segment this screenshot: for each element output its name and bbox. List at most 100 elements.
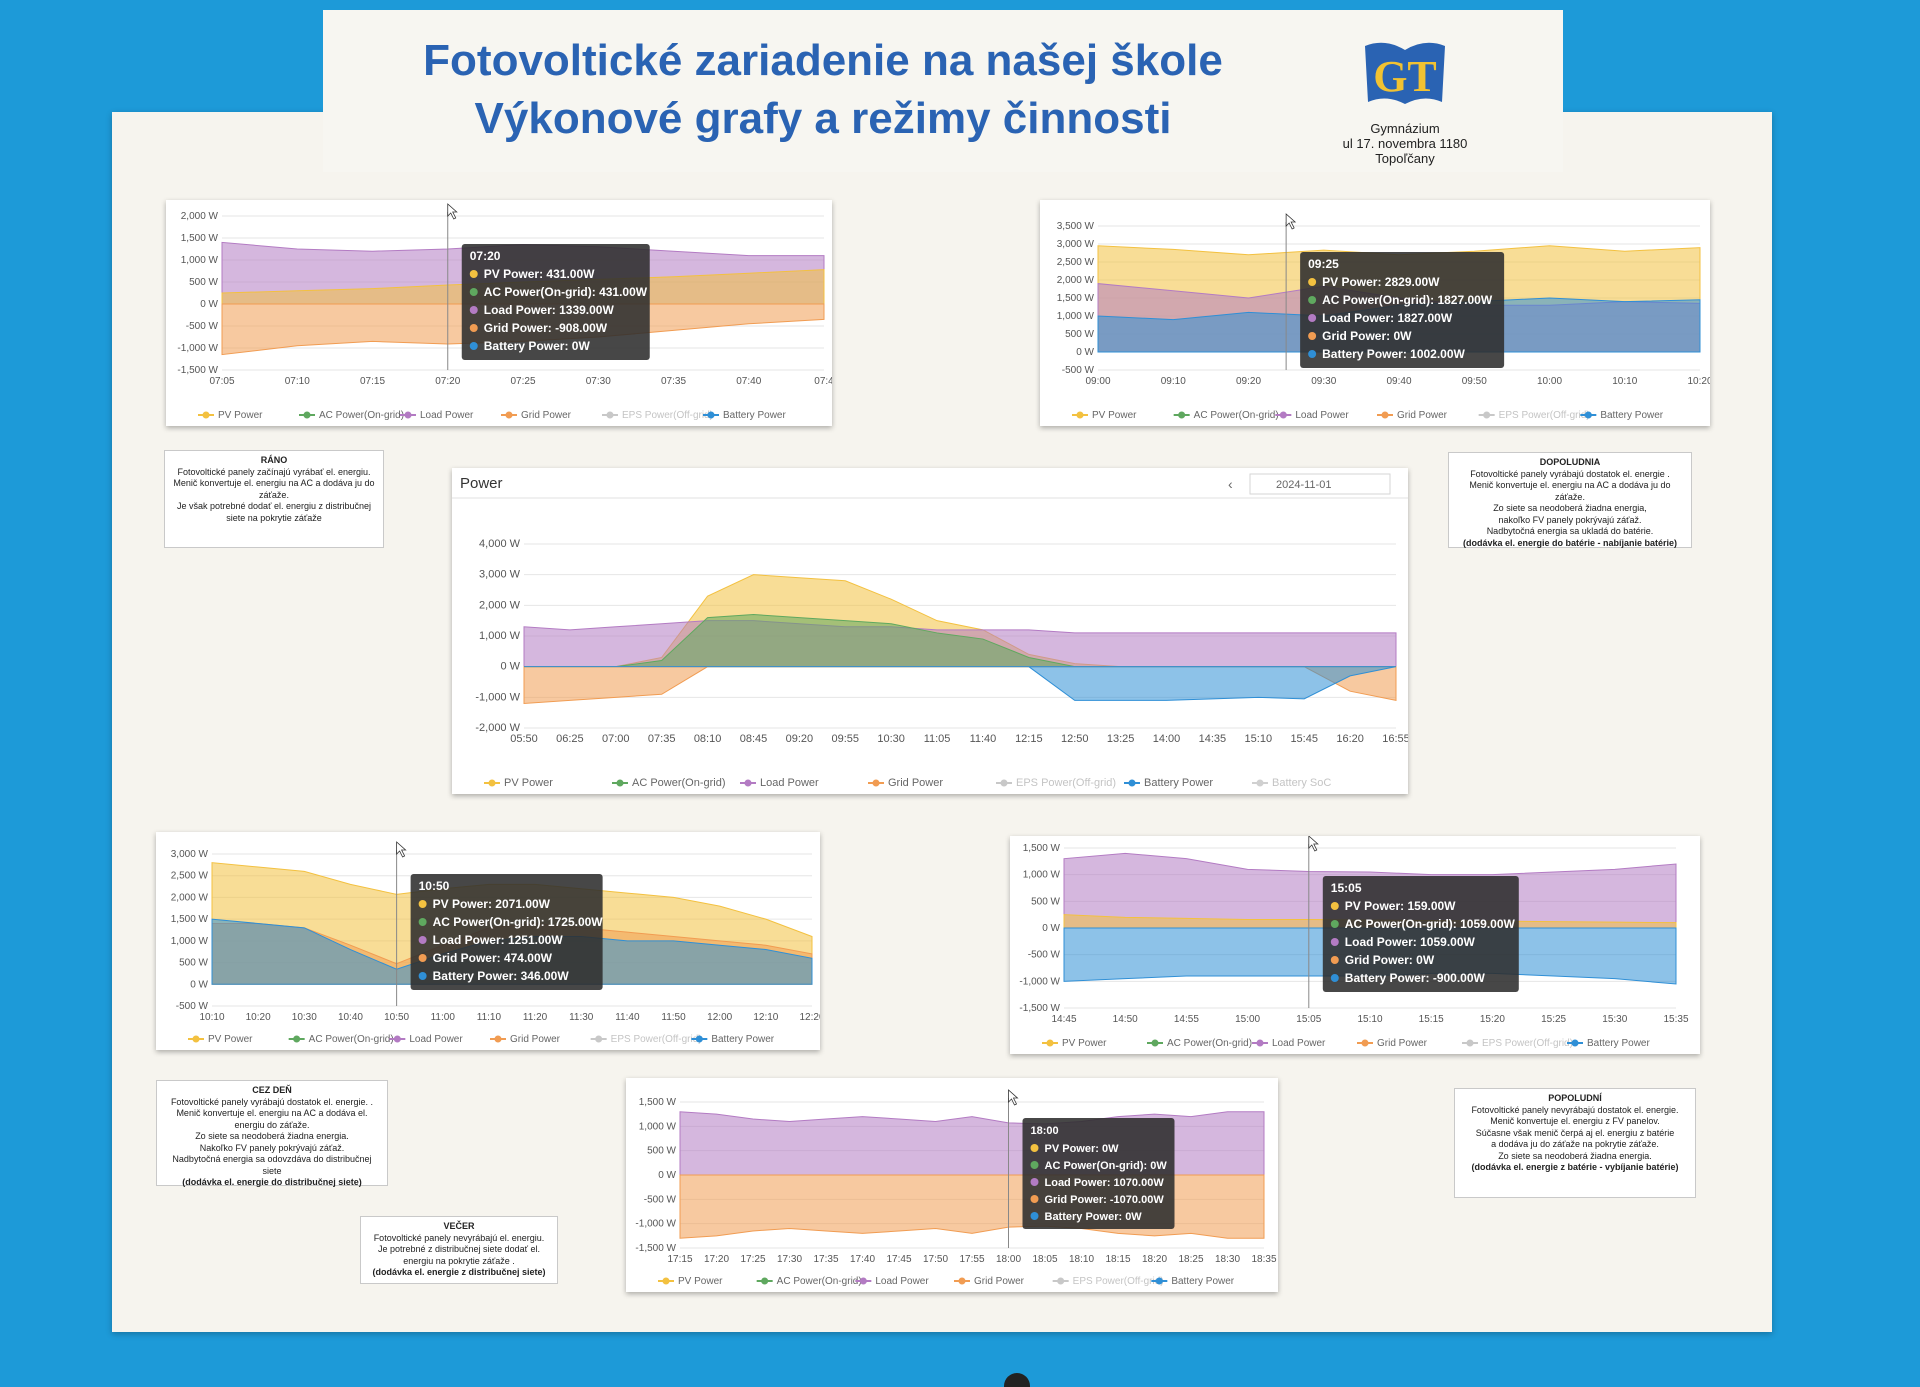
poster-title-line1: Fotovoltické zariadenie na našej škole bbox=[423, 36, 1223, 85]
x-tick-label: 11:05 bbox=[924, 733, 951, 745]
legend-entry[interactable]: Load Power bbox=[875, 1276, 929, 1287]
legend-marker bbox=[1000, 779, 1008, 787]
x-tick-label: 14:45 bbox=[1051, 1014, 1076, 1025]
note-vecer: VEČER Fotovoltické panely nevyrábajú el.… bbox=[360, 1216, 558, 1284]
legend-entry[interactable]: AC Power(On-grid) bbox=[1167, 1038, 1252, 1049]
y-tick-label: 500 W bbox=[1031, 896, 1060, 907]
legend-entry[interactable]: Grid Power bbox=[1397, 410, 1448, 421]
tooltip-row: PV Power: 2071.00W bbox=[433, 897, 551, 911]
tooltip-time: 09:25 bbox=[1308, 257, 1339, 271]
legend-entry[interactable]: Battery SoC bbox=[1272, 777, 1331, 789]
tooltip-marker bbox=[1330, 920, 1339, 928]
note-title: DOPOLUDNIA bbox=[1539, 457, 1601, 467]
legend-entry[interactable]: PV Power bbox=[208, 1034, 253, 1045]
legend-entry[interactable]: PV Power bbox=[504, 777, 553, 789]
legend-entry[interactable]: PV Power bbox=[1092, 410, 1137, 421]
x-tick-label: 12:00 bbox=[707, 1012, 732, 1023]
x-tick-label: 10:40 bbox=[338, 1012, 363, 1023]
cursor-icon bbox=[396, 841, 407, 858]
cursor-icon bbox=[1308, 836, 1319, 852]
y-tick-label: 1,500 W bbox=[639, 1097, 677, 1108]
legend-entry[interactable]: Battery Power bbox=[1600, 410, 1663, 421]
legend-entry[interactable]: Grid Power bbox=[974, 1276, 1025, 1287]
legend-entry[interactable]: Battery Power bbox=[1144, 777, 1213, 789]
x-tick-label: 13:25 bbox=[1107, 733, 1135, 745]
tooltip-row: Load Power: 1059.00W bbox=[1345, 935, 1476, 949]
x-tick-label: 17:20 bbox=[704, 1254, 729, 1265]
date-picker[interactable] bbox=[1249, 473, 1391, 495]
legend-entry[interactable]: EPS Power(Off-grid) bbox=[1482, 1038, 1573, 1049]
note-line: Zo siete sa neodoberá žiadna energia. bbox=[195, 1131, 349, 1141]
chart-card-morning: 2,000 W 1,500 W 1,000 W 500 W 0 W -500 W -1,00… bbox=[166, 200, 832, 426]
cursor-icon bbox=[447, 203, 458, 220]
legend-entry[interactable]: Grid Power bbox=[521, 410, 572, 421]
x-tick-label: 11:50 bbox=[661, 1012, 686, 1023]
legend-entry[interactable]: AC Power(On-grid) bbox=[309, 1034, 394, 1045]
legend-entry[interactable]: AC Power(On-grid) bbox=[777, 1276, 862, 1287]
legend-entry[interactable]: Battery Power bbox=[1171, 1276, 1234, 1287]
y-tick-label: 3,000 W bbox=[171, 849, 209, 860]
tooltip-marker bbox=[469, 288, 478, 296]
x-tick-label: 10:20 bbox=[246, 1012, 271, 1023]
y-tick-label: 1,000 W bbox=[1023, 870, 1061, 881]
y-tick-label: 4,000 W bbox=[479, 538, 521, 550]
x-tick-label: 18:30 bbox=[1215, 1254, 1240, 1265]
legend-entry[interactable]: Grid Power bbox=[1377, 1038, 1428, 1049]
y-tick-label: -500 W bbox=[186, 321, 219, 332]
y-tick-label: -1,000 W bbox=[177, 343, 218, 354]
y-tick-label: 1,000 W bbox=[171, 936, 209, 947]
tooltip-marker bbox=[469, 342, 478, 350]
tooltip-row: AC Power(On-grid): 1725.00W bbox=[433, 915, 604, 929]
legend-entry[interactable]: PV Power bbox=[218, 410, 263, 421]
x-tick-label: 15:30 bbox=[1602, 1014, 1627, 1025]
x-tick-label: 09:00 bbox=[1085, 376, 1110, 387]
legend-entry[interactable]: Load Power bbox=[760, 777, 819, 789]
legend-entry[interactable]: Grid Power bbox=[510, 1034, 561, 1045]
legend-entry[interactable]: EPS Power(Off-grid) bbox=[1016, 777, 1116, 789]
legend-entry[interactable]: EPS Power(Off-grid) bbox=[1499, 410, 1590, 421]
legend-entry[interactable]: EPS Power(Off-grid) bbox=[611, 1034, 702, 1045]
legend-entry[interactable]: Load Power bbox=[1295, 410, 1349, 421]
note-line: Je však potrebné dodať el. energiu z dis… bbox=[177, 501, 371, 523]
x-tick-label: 09:40 bbox=[1386, 376, 1411, 387]
chevron-left-icon[interactable]: ‹ bbox=[1228, 476, 1233, 492]
legend-entry[interactable]: Load Power bbox=[420, 410, 474, 421]
legend-entry[interactable]: Load Power bbox=[1272, 1038, 1326, 1049]
tooltip-row: Load Power: 1827.00W bbox=[1322, 311, 1453, 325]
y-tick-label: -500 W bbox=[176, 1001, 209, 1012]
legend-entry[interactable]: Battery Power bbox=[723, 410, 786, 421]
legend-entry[interactable]: AC Power(On-grid) bbox=[632, 777, 726, 789]
y-tick-label: 1,500 W bbox=[171, 914, 209, 925]
legend-entry[interactable]: PV Power bbox=[1062, 1038, 1107, 1049]
legend-entry[interactable]: EPS Power(Off-grid) bbox=[622, 410, 713, 421]
x-tick-label: 07:10 bbox=[285, 376, 310, 387]
x-tick-label: 09:20 bbox=[786, 733, 814, 745]
series-area-battery bbox=[524, 666, 1397, 701]
legend-entry[interactable]: PV Power bbox=[678, 1276, 723, 1287]
tooltip-time: 15:05 bbox=[1331, 881, 1362, 895]
x-tick-label: 14:35 bbox=[1199, 733, 1227, 745]
x-tick-label: 07:35 bbox=[648, 733, 676, 745]
tooltip-row: PV Power: 159.00W bbox=[1345, 899, 1456, 913]
legend-entry[interactable]: EPS Power(Off-grid) bbox=[1073, 1276, 1164, 1287]
y-tick-label: 2,500 W bbox=[171, 871, 209, 882]
tooltip-marker bbox=[418, 918, 427, 926]
note-line: Menič konvertuje el. energiu na AC a dod… bbox=[176, 1108, 368, 1130]
x-tick-label: 12:10 bbox=[753, 1012, 778, 1023]
legend-entry[interactable]: AC Power(On-grid) bbox=[319, 410, 404, 421]
legend-marker bbox=[1151, 1039, 1159, 1047]
legend-marker bbox=[695, 1035, 703, 1043]
x-tick-label: 10:30 bbox=[877, 733, 905, 745]
legend-entry[interactable]: Load Power bbox=[409, 1034, 463, 1045]
logo-line-1: Gymnázium bbox=[1370, 121, 1440, 136]
legend-entry[interactable]: Battery Power bbox=[1587, 1038, 1650, 1049]
legend-entry[interactable]: Battery Power bbox=[711, 1034, 774, 1045]
tooltip-box bbox=[1022, 1118, 1175, 1229]
legend-entry[interactable]: AC Power(On-grid) bbox=[1194, 410, 1279, 421]
title-panel: Fotovoltické zariadenie na našej škole V… bbox=[323, 10, 1563, 172]
legend-entry[interactable]: Grid Power bbox=[888, 777, 943, 789]
y-tick-label: 500 W bbox=[1065, 329, 1094, 340]
tooltip-box bbox=[1300, 252, 1505, 368]
date-value: 2024-11-01 bbox=[1276, 479, 1331, 491]
x-tick-label: 10:10 bbox=[199, 1012, 224, 1023]
